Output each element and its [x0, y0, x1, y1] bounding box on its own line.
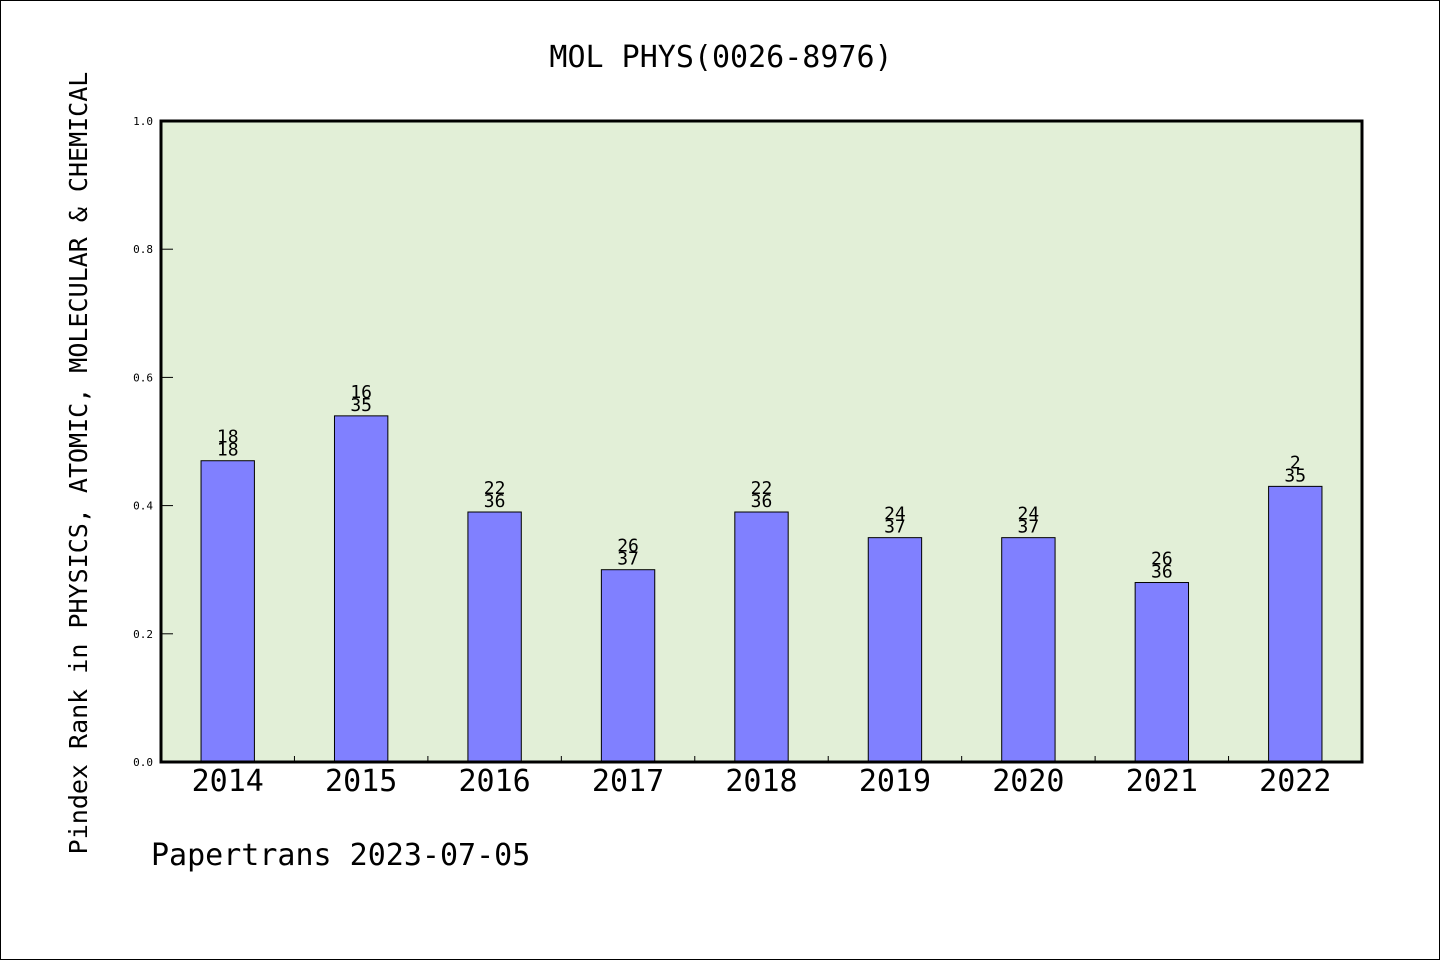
bar-label-top: 24	[884, 504, 906, 525]
x-tick-label: 2017	[592, 764, 664, 799]
y-tick-label: 0.8	[133, 243, 153, 256]
y-tick-label: 0.6	[133, 371, 153, 384]
y-tick-label: 0.0	[133, 756, 153, 769]
bar-label-top: 26	[1151, 549, 1173, 570]
y-tick-label: 0.2	[133, 628, 153, 641]
x-tick-label: 2019	[859, 764, 931, 799]
bar-2015	[333, 415, 389, 763]
bar-label-bottom: 37	[884, 517, 906, 538]
bar-label-top: 24	[1018, 504, 1040, 525]
y-axis-label: Pindex Rank in PHYSICS, ATOMIC, MOLECULA…	[64, 72, 93, 855]
bar-2016	[467, 511, 522, 763]
plot-border	[159, 119, 1364, 764]
bar-2014	[200, 460, 255, 763]
bar-label-top: 22	[484, 478, 506, 499]
footer-text: Papertrans 2023-07-05	[151, 838, 530, 873]
x-ticks-group: 2014 2015 2016 2017 2018 2019 2020 2021 2022	[192, 756, 1331, 799]
bar-label-bottom: 36	[484, 491, 506, 512]
x-tick-label: 2014	[192, 764, 264, 799]
x-tick-label: 2020	[992, 764, 1064, 799]
y-tick-label: 0.4	[133, 500, 153, 513]
bar-label-bottom: 18	[217, 440, 239, 461]
y-ticks-group: 0.0 0.2 0.4 0.6 0.8 1.0	[133, 115, 173, 769]
y-tick-label: 1.0	[133, 115, 153, 128]
bar-label-top: 22	[751, 478, 773, 499]
bar-2021	[1134, 582, 1190, 763]
bar-label-bottom: 37	[617, 549, 639, 570]
x-tick-label: 2021	[1126, 764, 1198, 799]
bar-label-top: 18	[217, 427, 239, 448]
bar-label-top: 2	[1290, 452, 1301, 473]
bar-2018	[734, 511, 789, 763]
bar-label-bottom: 35	[350, 395, 372, 416]
x-tick-label: 2015	[325, 764, 397, 799]
bar-2020	[1001, 537, 1056, 763]
bar-label-bottom: 36	[1151, 562, 1173, 583]
bar-2022	[1268, 485, 1323, 763]
bars-group	[200, 415, 1323, 763]
bar-label-top: 16	[350, 382, 372, 403]
x-tick-label: 2022	[1259, 764, 1331, 799]
chart-title: MOL PHYS(0026-8976)	[549, 40, 892, 75]
x-tick-label: 2018	[725, 764, 797, 799]
bar-label-top: 26	[617, 536, 639, 557]
bar-label-bottom: 37	[1018, 517, 1040, 538]
x-tick-label: 2016	[458, 764, 530, 799]
bar-label-bottom: 35	[1284, 465, 1306, 486]
bar-2017	[600, 569, 656, 763]
bar-2019	[867, 537, 923, 763]
bar-label-bottom: 36	[751, 491, 773, 512]
